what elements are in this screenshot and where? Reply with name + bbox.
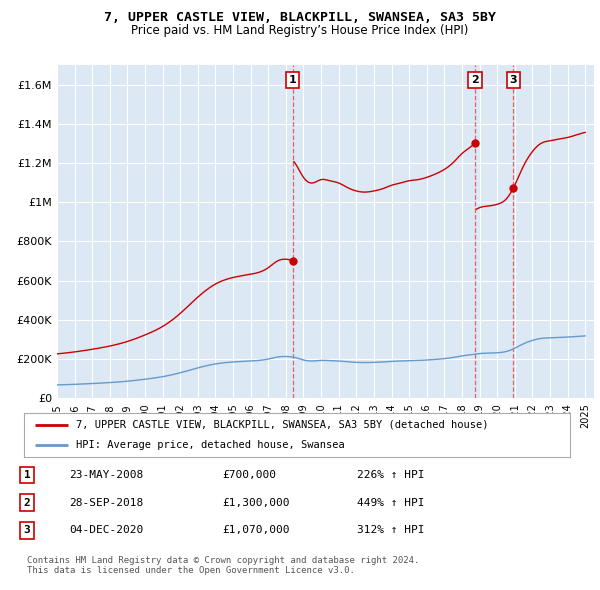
Text: Contains HM Land Registry data © Crown copyright and database right 2024.
This d: Contains HM Land Registry data © Crown c… — [27, 556, 419, 575]
Text: 04-DEC-2020: 04-DEC-2020 — [69, 526, 143, 535]
Text: 2: 2 — [471, 75, 479, 85]
Text: 3: 3 — [509, 75, 517, 85]
Text: 28-SEP-2018: 28-SEP-2018 — [69, 498, 143, 507]
Text: £1,300,000: £1,300,000 — [222, 498, 290, 507]
Text: 226% ↑ HPI: 226% ↑ HPI — [357, 470, 425, 480]
Text: 449% ↑ HPI: 449% ↑ HPI — [357, 498, 425, 507]
Text: Price paid vs. HM Land Registry’s House Price Index (HPI): Price paid vs. HM Land Registry’s House … — [131, 24, 469, 37]
Text: 1: 1 — [289, 75, 296, 85]
Text: £700,000: £700,000 — [222, 470, 276, 480]
Text: 312% ↑ HPI: 312% ↑ HPI — [357, 526, 425, 535]
Text: 23-MAY-2008: 23-MAY-2008 — [69, 470, 143, 480]
Text: HPI: Average price, detached house, Swansea: HPI: Average price, detached house, Swan… — [76, 440, 344, 450]
Text: 3: 3 — [23, 526, 31, 535]
Text: £1,070,000: £1,070,000 — [222, 526, 290, 535]
Text: 7, UPPER CASTLE VIEW, BLACKPILL, SWANSEA, SA3 5BY: 7, UPPER CASTLE VIEW, BLACKPILL, SWANSEA… — [104, 11, 496, 24]
Text: 2: 2 — [23, 498, 31, 507]
Text: 7, UPPER CASTLE VIEW, BLACKPILL, SWANSEA, SA3 5BY (detached house): 7, UPPER CASTLE VIEW, BLACKPILL, SWANSEA… — [76, 420, 488, 430]
Text: 1: 1 — [23, 470, 31, 480]
